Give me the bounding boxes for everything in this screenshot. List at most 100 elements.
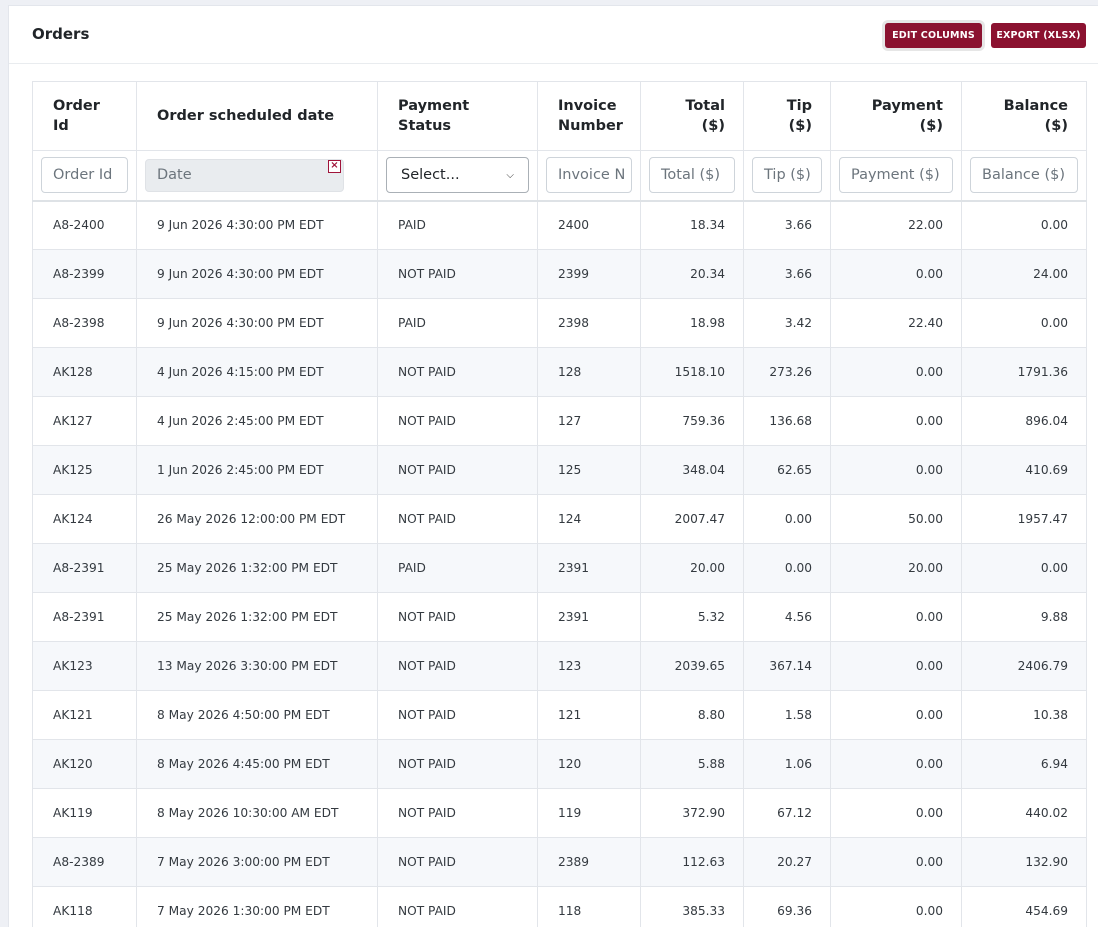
balance-cell: 132.90 (961, 837, 1087, 887)
scheduled-date-cell: 9 Jun 2026 4:30:00 PM EDT (136, 298, 378, 348)
tip-cell: 0.00 (743, 543, 831, 593)
order-id-cell: A8-2391 (32, 592, 137, 642)
total-cell: 18.34 (640, 200, 744, 250)
tip-cell: 62.65 (743, 445, 831, 495)
payment-status-cell: NOT PAID (377, 641, 538, 691)
invoice-number-cell: 2391 (537, 592, 641, 642)
filter-cell-date: Date × (136, 150, 378, 202)
scheduled-date-cell: 9 Jun 2026 4:30:00 PM EDT (136, 200, 378, 250)
payment-status-cell: NOT PAID (377, 886, 538, 927)
payment-cell: 0.00 (830, 396, 962, 446)
invoice-number-cell: 127 (537, 396, 641, 446)
table-row[interactable]: A8-2391 25 May 2026 1:32:00 PM EDT NOT PAI… (32, 592, 1087, 642)
invoice-number-cell: 118 (537, 886, 641, 927)
payment-status-cell: NOT PAID (377, 592, 538, 642)
payment-cell: 0.00 (830, 739, 962, 789)
column-header-payment-status[interactable]: Payment Status (377, 81, 538, 151)
table-row[interactable]: AK119 8 May 2026 10:30:00 AM EDT NOT PAID 1… (32, 788, 1087, 838)
total-filter-input[interactable]: Total ($) (649, 157, 735, 194)
orders-table: Order Id Order scheduled date Payment St… (32, 81, 1087, 927)
balance-cell: 10.38 (961, 690, 1087, 740)
balance-cell: 1957.47 (961, 494, 1087, 544)
column-header-payment[interactable]: Payment ($) (830, 81, 962, 151)
invoice-number-filter-input[interactable]: Invoice N (546, 157, 632, 194)
scheduled-date-cell: 25 May 2026 1:32:00 PM EDT (136, 543, 378, 593)
table-row[interactable]: AK125 1 Jun 2026 2:45:00 PM EDT NOT PAID 12… (32, 445, 1087, 495)
order-id-cell: AK123 (32, 641, 137, 691)
table-row[interactable]: AK127 4 Jun 2026 2:45:00 PM EDT NOT PAID 12… (32, 396, 1087, 446)
payment-status-cell: NOT PAID (377, 249, 538, 299)
scheduled-date-cell: 7 May 2026 1:30:00 PM EDT (136, 886, 378, 927)
order-id-cell: AK124 (32, 494, 137, 544)
balance-filter-input[interactable]: Balance ($) (970, 157, 1078, 194)
orders-card: Orders EDIT COLUMNS EXPORT (XLSX) Order … (8, 5, 1098, 927)
table-row[interactable]: AK118 7 May 2026 1:30:00 PM EDT NOT PAID 11… (32, 886, 1087, 927)
total-cell: 348.04 (640, 445, 744, 495)
column-header-total[interactable]: Total ($) (640, 81, 744, 151)
order-id-filter-input[interactable]: Order Id (41, 157, 128, 194)
order-id-cell: AK120 (32, 739, 137, 789)
payment-cell: 22.00 (830, 200, 962, 250)
table-row[interactable]: A8-2399 9 Jun 2026 4:30:00 PM EDT NOT PAID… (32, 249, 1087, 299)
total-cell: 1518.10 (640, 347, 744, 397)
order-id-cell: AK127 (32, 396, 137, 446)
chevron-down-icon: ⌵ (506, 169, 514, 181)
total-cell: 2007.47 (640, 494, 744, 544)
filter-cell-total: Total ($) (640, 150, 744, 202)
total-cell: 20.34 (640, 249, 744, 299)
column-header-tip[interactable]: Tip ($) (743, 81, 831, 151)
column-header-invoice-number[interactable]: Invoice Number (537, 81, 641, 151)
column-header-order-scheduled-date[interactable]: Order scheduled date (136, 81, 378, 151)
card-header: Orders EDIT COLUMNS EXPORT (XLSX) (9, 6, 1098, 64)
table-row[interactable]: AK120 8 May 2026 4:45:00 PM EDT NOT PAID 12… (32, 739, 1087, 789)
payment-status-cell: NOT PAID (377, 445, 538, 495)
invoice-number-cell: 2400 (537, 200, 641, 250)
table-row[interactable]: A8-2391 25 May 2026 1:32:00 PM EDT PAID 239… (32, 543, 1087, 593)
payment-status-select-value: Select... (401, 167, 460, 184)
payment-cell: 50.00 (830, 494, 962, 544)
table-row[interactable]: AK124 26 May 2026 12:00:00 PM EDT NOT PAID… (32, 494, 1087, 544)
payment-cell: 20.00 (830, 543, 962, 593)
total-cell: 5.32 (640, 592, 744, 642)
table-row[interactable]: A8-2389 7 May 2026 3:00:00 PM EDT NOT PAID… (32, 837, 1087, 887)
edit-columns-button[interactable]: EDIT COLUMNS (885, 23, 982, 48)
column-header-balance[interactable]: Balance ($) (961, 81, 1087, 151)
scheduled-date-cell: 9 Jun 2026 4:30:00 PM EDT (136, 249, 378, 299)
tip-cell: 1.58 (743, 690, 831, 740)
date-filter-input[interactable]: Date (145, 158, 344, 192)
balance-cell: 9.88 (961, 592, 1087, 642)
scheduled-date-cell: 25 May 2026 1:32:00 PM EDT (136, 592, 378, 642)
filter-cell-order-id: Order Id (32, 150, 137, 202)
scheduled-date-cell: 26 May 2026 12:00:00 PM EDT (136, 494, 378, 544)
table-row[interactable]: AK121 8 May 2026 4:50:00 PM EDT NOT PAID 12… (32, 690, 1087, 740)
invoice-number-cell: 123 (537, 641, 641, 691)
table-row[interactable]: A8-2398 9 Jun 2026 4:30:00 PM EDT PAID 2398… (32, 298, 1087, 348)
column-header-order-id[interactable]: Order Id (32, 81, 137, 151)
scheduled-date-cell: 4 Jun 2026 2:45:00 PM EDT (136, 396, 378, 446)
invoice-number-cell: 124 (537, 494, 641, 544)
total-cell: 112.63 (640, 837, 744, 887)
scheduled-date-cell: 8 May 2026 10:30:00 AM EDT (136, 788, 378, 838)
scheduled-date-cell: 8 May 2026 4:50:00 PM EDT (136, 690, 378, 740)
tip-cell: 367.14 (743, 641, 831, 691)
tip-cell: 273.26 (743, 347, 831, 397)
payment-cell: 0.00 (830, 445, 962, 495)
orders-table-container: Order Id Order scheduled date Payment St… (32, 81, 1087, 927)
table-row[interactable]: AK123 13 May 2026 3:30:00 PM EDT NOT PAID 1… (32, 641, 1087, 691)
balance-cell: 410.69 (961, 445, 1087, 495)
clear-date-icon[interactable]: × (328, 160, 341, 173)
payment-cell: 0.00 (830, 690, 962, 740)
balance-cell: 0.00 (961, 298, 1087, 348)
payment-status-cell: NOT PAID (377, 788, 538, 838)
scheduled-date-cell: 13 May 2026 3:30:00 PM EDT (136, 641, 378, 691)
filter-row: Order Id Date × Select... ⌵ Invoice N (32, 150, 1087, 202)
filter-cell-balance: Balance ($) (961, 150, 1087, 202)
payment-filter-input[interactable]: Payment ($) (839, 157, 953, 194)
table-row[interactable]: AK128 4 Jun 2026 4:15:00 PM EDT NOT PAID 12… (32, 347, 1087, 397)
balance-cell: 0.00 (961, 543, 1087, 593)
table-row[interactable]: A8-2400 9 Jun 2026 4:30:00 PM EDT PAID 2400… (32, 200, 1087, 250)
balance-cell: 454.69 (961, 886, 1087, 927)
tip-filter-input[interactable]: Tip ($) (752, 157, 822, 194)
export-xlsx-button[interactable]: EXPORT (XLSX) (991, 23, 1086, 48)
payment-status-filter-select[interactable]: Select... ⌵ (386, 157, 529, 194)
